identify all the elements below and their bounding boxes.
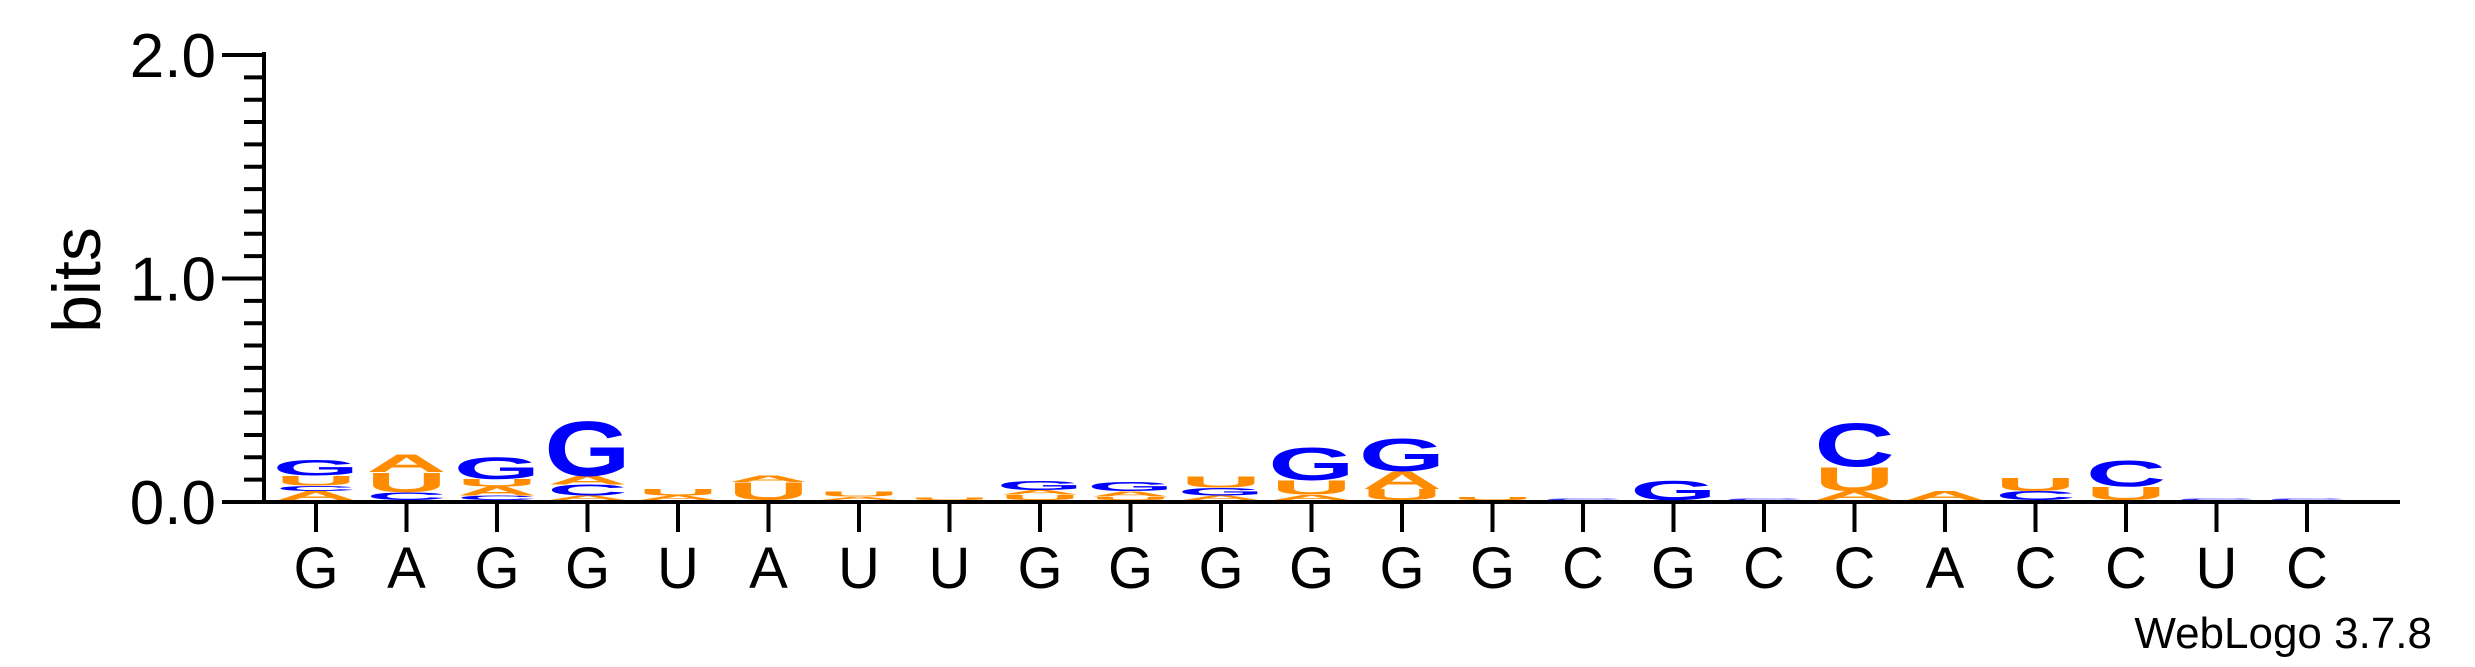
x-tick-label: A [749, 536, 788, 601]
logo-letter-a: A [1814, 489, 1894, 503]
logo-letter-a: A [547, 494, 627, 501]
logo-letter-a: A [457, 484, 537, 498]
logo-letter-g: G [1630, 475, 1716, 506]
logo-letter-c: C [1814, 411, 1894, 480]
x-tick-label: G [293, 536, 338, 601]
logo-letter-u: U [1995, 474, 2075, 495]
x-tick-label: G [474, 536, 519, 601]
logo-letter-u: U [1000, 493, 1080, 502]
x-tick-label: C [2015, 536, 2057, 601]
x-tick-label: U [2196, 536, 2238, 601]
logo-letter-g: G [454, 451, 540, 486]
logo-letter-a: A [1271, 493, 1351, 502]
logo-letter-a: A [366, 450, 446, 478]
logo-letter-c: C [457, 494, 537, 501]
x-tick-label: G [1017, 536, 1062, 601]
x-tick-label: G [1651, 536, 1696, 601]
logo-letter-u: U [1814, 461, 1894, 499]
logo-letter-u: U [1362, 486, 1442, 503]
logo-letter-u: U [1271, 476, 1351, 498]
logo-letter-a: A [276, 489, 356, 503]
x-tick-label: U [657, 536, 699, 601]
logo-letter-u: U [366, 467, 446, 498]
logo-letter-c: C [1995, 489, 2075, 503]
x-tick-label: C [1834, 536, 1876, 601]
x-tick-label: G [1289, 536, 1334, 601]
logo-letter-a: A [819, 496, 899, 501]
logo-letter-u: U [1181, 474, 1261, 491]
logo-letter-u: U [276, 473, 356, 489]
logo-letter-a: A [1181, 494, 1261, 501]
logo-letter-c: C [2176, 498, 2256, 500]
logo-letter-c: C [1724, 498, 1804, 500]
y-tick-label: 1.0 [130, 246, 216, 315]
x-tick-label: G [1108, 536, 1153, 601]
logo-letter-u: U [2086, 483, 2166, 504]
logo-letter-u: U [1452, 496, 1532, 501]
logo-letter-u: U [909, 497, 989, 501]
logo-letter-c: C [276, 484, 356, 493]
logo-letter-g: G [544, 406, 630, 493]
logo-letter-u: U [819, 490, 899, 499]
logo-letter-c: C [1543, 498, 1623, 500]
x-tick-label: C [2105, 536, 2147, 601]
x-tick-label: C [1743, 536, 1785, 601]
logo-letter-u: U [457, 477, 537, 489]
logo-letter-a: A [1090, 490, 1170, 499]
logo-letter-a: A [638, 494, 718, 501]
y-tick-label: 2.0 [130, 22, 216, 91]
x-tick-label: G [565, 536, 610, 601]
logo-letter-c: C [366, 490, 446, 502]
x-tick-label: A [1926, 536, 1965, 601]
logo-letter-g: G [1087, 480, 1173, 494]
logo-letter-a: A [1000, 489, 1080, 496]
logo-letter-c: C [547, 481, 627, 498]
y-axis-ticks: 0.0 1.0 2.0 [130, 22, 264, 538]
logo-letter-g: G [1268, 438, 1354, 490]
logo-letter-u: U [728, 478, 808, 506]
logo-letter-c: C [2086, 453, 2166, 495]
logo-letter-a: A [728, 474, 808, 484]
logo-letter-g: G [1359, 429, 1445, 481]
x-tick-label: C [1562, 536, 1604, 601]
x-tick-label: G [1379, 536, 1424, 601]
logo-letter-g: G [1178, 486, 1264, 498]
logo-letter-u: U [1090, 496, 1170, 501]
x-tick-label: U [929, 536, 971, 601]
logo-letter-g: G [273, 456, 359, 480]
logo-letter-u: U [638, 487, 718, 497]
logo-letter-g: G [997, 479, 1083, 493]
logo-letter-a: A [1905, 489, 1985, 503]
logo-letter-a: A [547, 473, 627, 487]
x-tick-label: U [838, 536, 880, 601]
x-tick-label: G [1198, 536, 1243, 601]
y-tick-label: 0.0 [130, 469, 216, 538]
x-tick-label: G [1470, 536, 1515, 601]
x-tick-label: C [2286, 536, 2328, 601]
logo-letter-c: C [2267, 498, 2347, 500]
logo-letter-a: A [1362, 467, 1442, 495]
x-tick-label: A [387, 536, 426, 601]
weblogo-watermark: WebLogo 3.7.8 [2134, 609, 2432, 658]
y-axis-label: bits [39, 227, 115, 333]
